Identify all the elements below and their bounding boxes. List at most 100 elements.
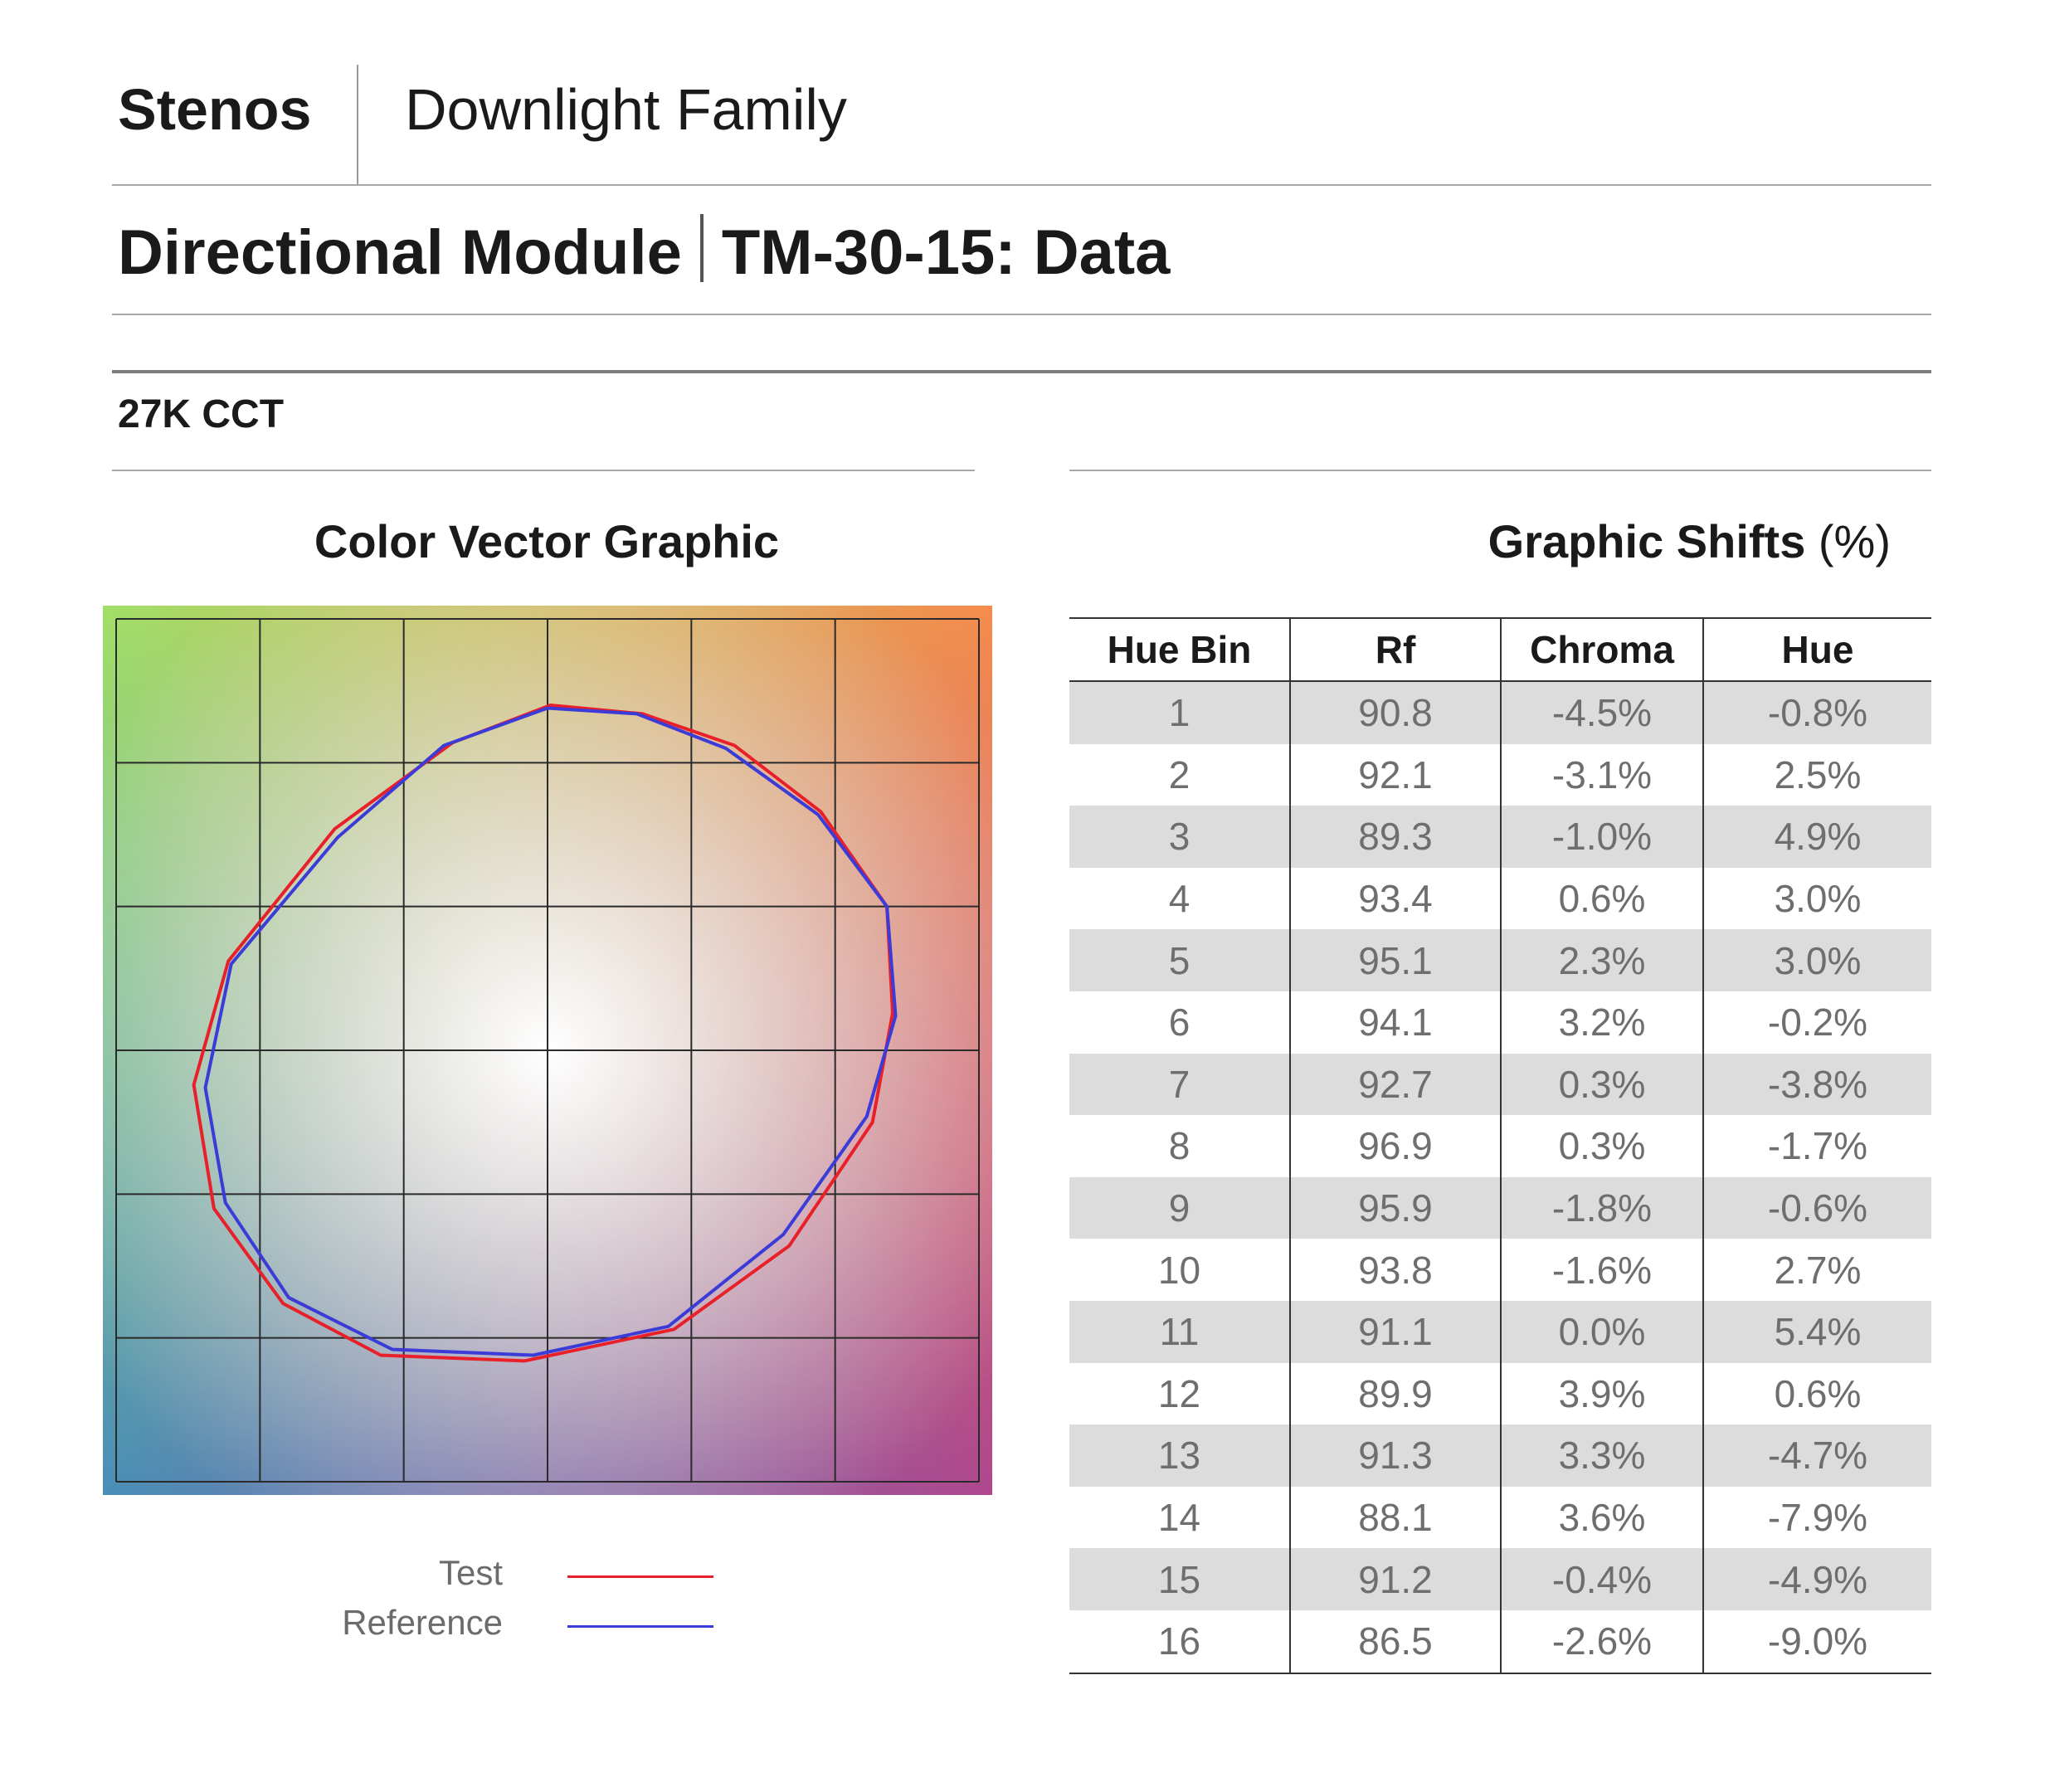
legend-label-test: Test	[438, 1553, 503, 1592]
chart-section-rule	[112, 470, 975, 471]
brand-name: Stenos	[118, 77, 312, 142]
table-row: 13 91.3 3.3% -4.7%	[1069, 1424, 1931, 1487]
column-header: Rf	[1289, 617, 1501, 682]
table-row: 12 89.9 3.9% 0.6%	[1069, 1362, 1931, 1425]
cell-rf: 91.1	[1289, 1300, 1501, 1363]
document-subtitle: TM-30-15: Data	[721, 217, 1171, 288]
table-row: 5 95.1 2.3% 3.0%	[1069, 929, 1931, 991]
table-row: 8 96.9 0.3% -1.7%	[1069, 1115, 1931, 1177]
series-line-test	[192, 704, 894, 1363]
cell-hue-bin: 4	[1168, 877, 1190, 921]
table-row: 6 94.1 3.2% -0.2%	[1069, 991, 1931, 1054]
table-section-rule	[1069, 470, 1931, 471]
cell-hue-bin: 5	[1069, 929, 1290, 991]
cell-chroma: -1.6%	[1500, 1239, 1703, 1301]
cell-rf: 93.8	[1289, 1239, 1501, 1301]
legend-item-test: Test	[249, 1548, 713, 1598]
cell-hue-bin: 15	[1069, 1548, 1290, 1610]
cell-chroma: -4.5%	[1500, 681, 1703, 744]
cell-chroma: -3.1%	[1500, 743, 1703, 806]
cell-chroma: 0.3%	[1500, 1115, 1703, 1177]
table-title-text: Graphic Shifts	[1487, 515, 1806, 567]
column-header: Chroma	[1500, 617, 1703, 682]
table-header-row: Hue Bin Rf Chroma Hue	[1069, 617, 1931, 682]
cell-hue: -3.8%	[1702, 1053, 1931, 1116]
cell-chroma: -1.0%	[1500, 806, 1703, 868]
table-row: 4 93.4 0.6% 3.0%	[1069, 867, 1931, 930]
table-row: 9 95.9 -1.8% -0.6%	[1069, 1176, 1931, 1239]
cell-chroma: 3.2%	[1500, 991, 1703, 1054]
cell-hue-bin: 11	[1069, 1300, 1290, 1363]
cell-hue: 0.6%	[1702, 1362, 1931, 1425]
chart-grid	[115, 618, 980, 1483]
color-vector-graphic	[103, 606, 992, 1495]
table-row: 10 93.8 -1.6% 2.7%	[1069, 1239, 1931, 1301]
cell-hue: 2.5%	[1702, 743, 1931, 806]
cell-hue-bin: 16	[1069, 1609, 1290, 1674]
cell-rf: 95.9	[1289, 1176, 1501, 1239]
table-row: 15 91.2 -0.4% -4.9%	[1069, 1548, 1931, 1610]
cell-hue-bin: 10	[1157, 1248, 1201, 1292]
cell-hue: 3.0%	[1702, 929, 1931, 991]
cell-rf: 96.9	[1289, 1115, 1501, 1177]
cell-hue: -7.9%	[1702, 1486, 1931, 1549]
cell-hue: -1.7%	[1702, 1115, 1931, 1177]
cell-rf: 88.1	[1289, 1486, 1501, 1549]
cell-hue: -0.2%	[1702, 991, 1931, 1054]
cell-hue: -9.0%	[1702, 1609, 1931, 1674]
cell-rf: 86.5	[1289, 1609, 1501, 1674]
cell-rf: 91.3	[1289, 1424, 1501, 1487]
product-family: Downlight Family	[405, 77, 847, 142]
legend-swatch-reference	[567, 1625, 713, 1628]
legend-swatch-test	[567, 1575, 713, 1578]
cell-chroma: -1.8%	[1500, 1176, 1703, 1239]
module-name: Directional Module	[118, 217, 682, 288]
cell-hue: -4.9%	[1702, 1548, 1931, 1610]
table-title: Graphic Shifts (%)	[1069, 514, 1891, 568]
page-title: Directional Module TM-30-15: Data	[118, 214, 1170, 289]
title-separator	[699, 214, 704, 282]
cell-rf: 93.4	[1289, 867, 1501, 930]
cell-hue: 2.7%	[1702, 1239, 1931, 1301]
cell-chroma: 2.3%	[1500, 929, 1703, 991]
cell-chroma: 3.6%	[1500, 1486, 1703, 1549]
cell-hue: -0.8%	[1702, 681, 1931, 744]
cell-rf: 91.2	[1289, 1548, 1501, 1610]
cell-chroma: 3.9%	[1500, 1362, 1703, 1425]
cell-rf: 94.1	[1289, 991, 1501, 1054]
cell-hue-bin: 6	[1168, 1001, 1190, 1045]
cell-hue-bin: 14	[1157, 1496, 1201, 1540]
cell-chroma: 0.6%	[1500, 867, 1703, 930]
cell-hue-bin: 8	[1168, 1124, 1190, 1168]
cell-hue-bin: 7	[1069, 1053, 1290, 1116]
cell-hue: 3.0%	[1702, 867, 1931, 930]
cell-hue-bin: 12	[1157, 1371, 1201, 1415]
header-rule	[112, 184, 1931, 186]
table-row: 11 91.1 0.0% 5.4%	[1069, 1300, 1931, 1363]
table-row: 2 92.1 -3.1% 2.5%	[1069, 743, 1931, 806]
cell-hue-bin: 9	[1069, 1176, 1290, 1239]
chart-title: Color Vector Graphic	[314, 515, 780, 567]
cell-chroma: -2.6%	[1500, 1609, 1703, 1674]
section-rule	[112, 370, 1931, 373]
cell-hue: -4.7%	[1702, 1424, 1931, 1487]
cell-hue-bin: 1	[1069, 681, 1290, 744]
table-title-unit: (%)	[1818, 515, 1891, 567]
column-header: Hue	[1702, 617, 1931, 682]
cell-chroma: 0.3%	[1500, 1053, 1703, 1116]
legend-item-reference: Reference	[249, 1598, 713, 1648]
table-row: 7 92.7 0.3% -3.8%	[1069, 1053, 1931, 1116]
cell-hue: -0.6%	[1702, 1176, 1931, 1239]
column-header: Hue Bin	[1069, 617, 1290, 682]
cct-label: 27K CCT	[118, 392, 285, 436]
cell-rf: 95.1	[1289, 929, 1501, 991]
cell-hue-bin: 2	[1168, 752, 1190, 796]
brand-divider	[357, 65, 358, 184]
table-row: 16 86.5 -2.6% -9.0%	[1069, 1609, 1931, 1674]
cell-rf: 89.9	[1289, 1362, 1501, 1425]
table-body: 1 90.8 -4.5% -0.8% 2 92.1 -3.1% 2.5% 3 89.3 -1.0% 4…	[1069, 681, 1931, 1674]
cell-chroma: 3.3%	[1500, 1424, 1703, 1487]
table-row: 1 90.8 -4.5% -0.8%	[1069, 681, 1931, 744]
table-row: 3 89.3 -1.0% 4.9%	[1069, 806, 1931, 868]
cell-chroma: -0.4%	[1500, 1548, 1703, 1610]
